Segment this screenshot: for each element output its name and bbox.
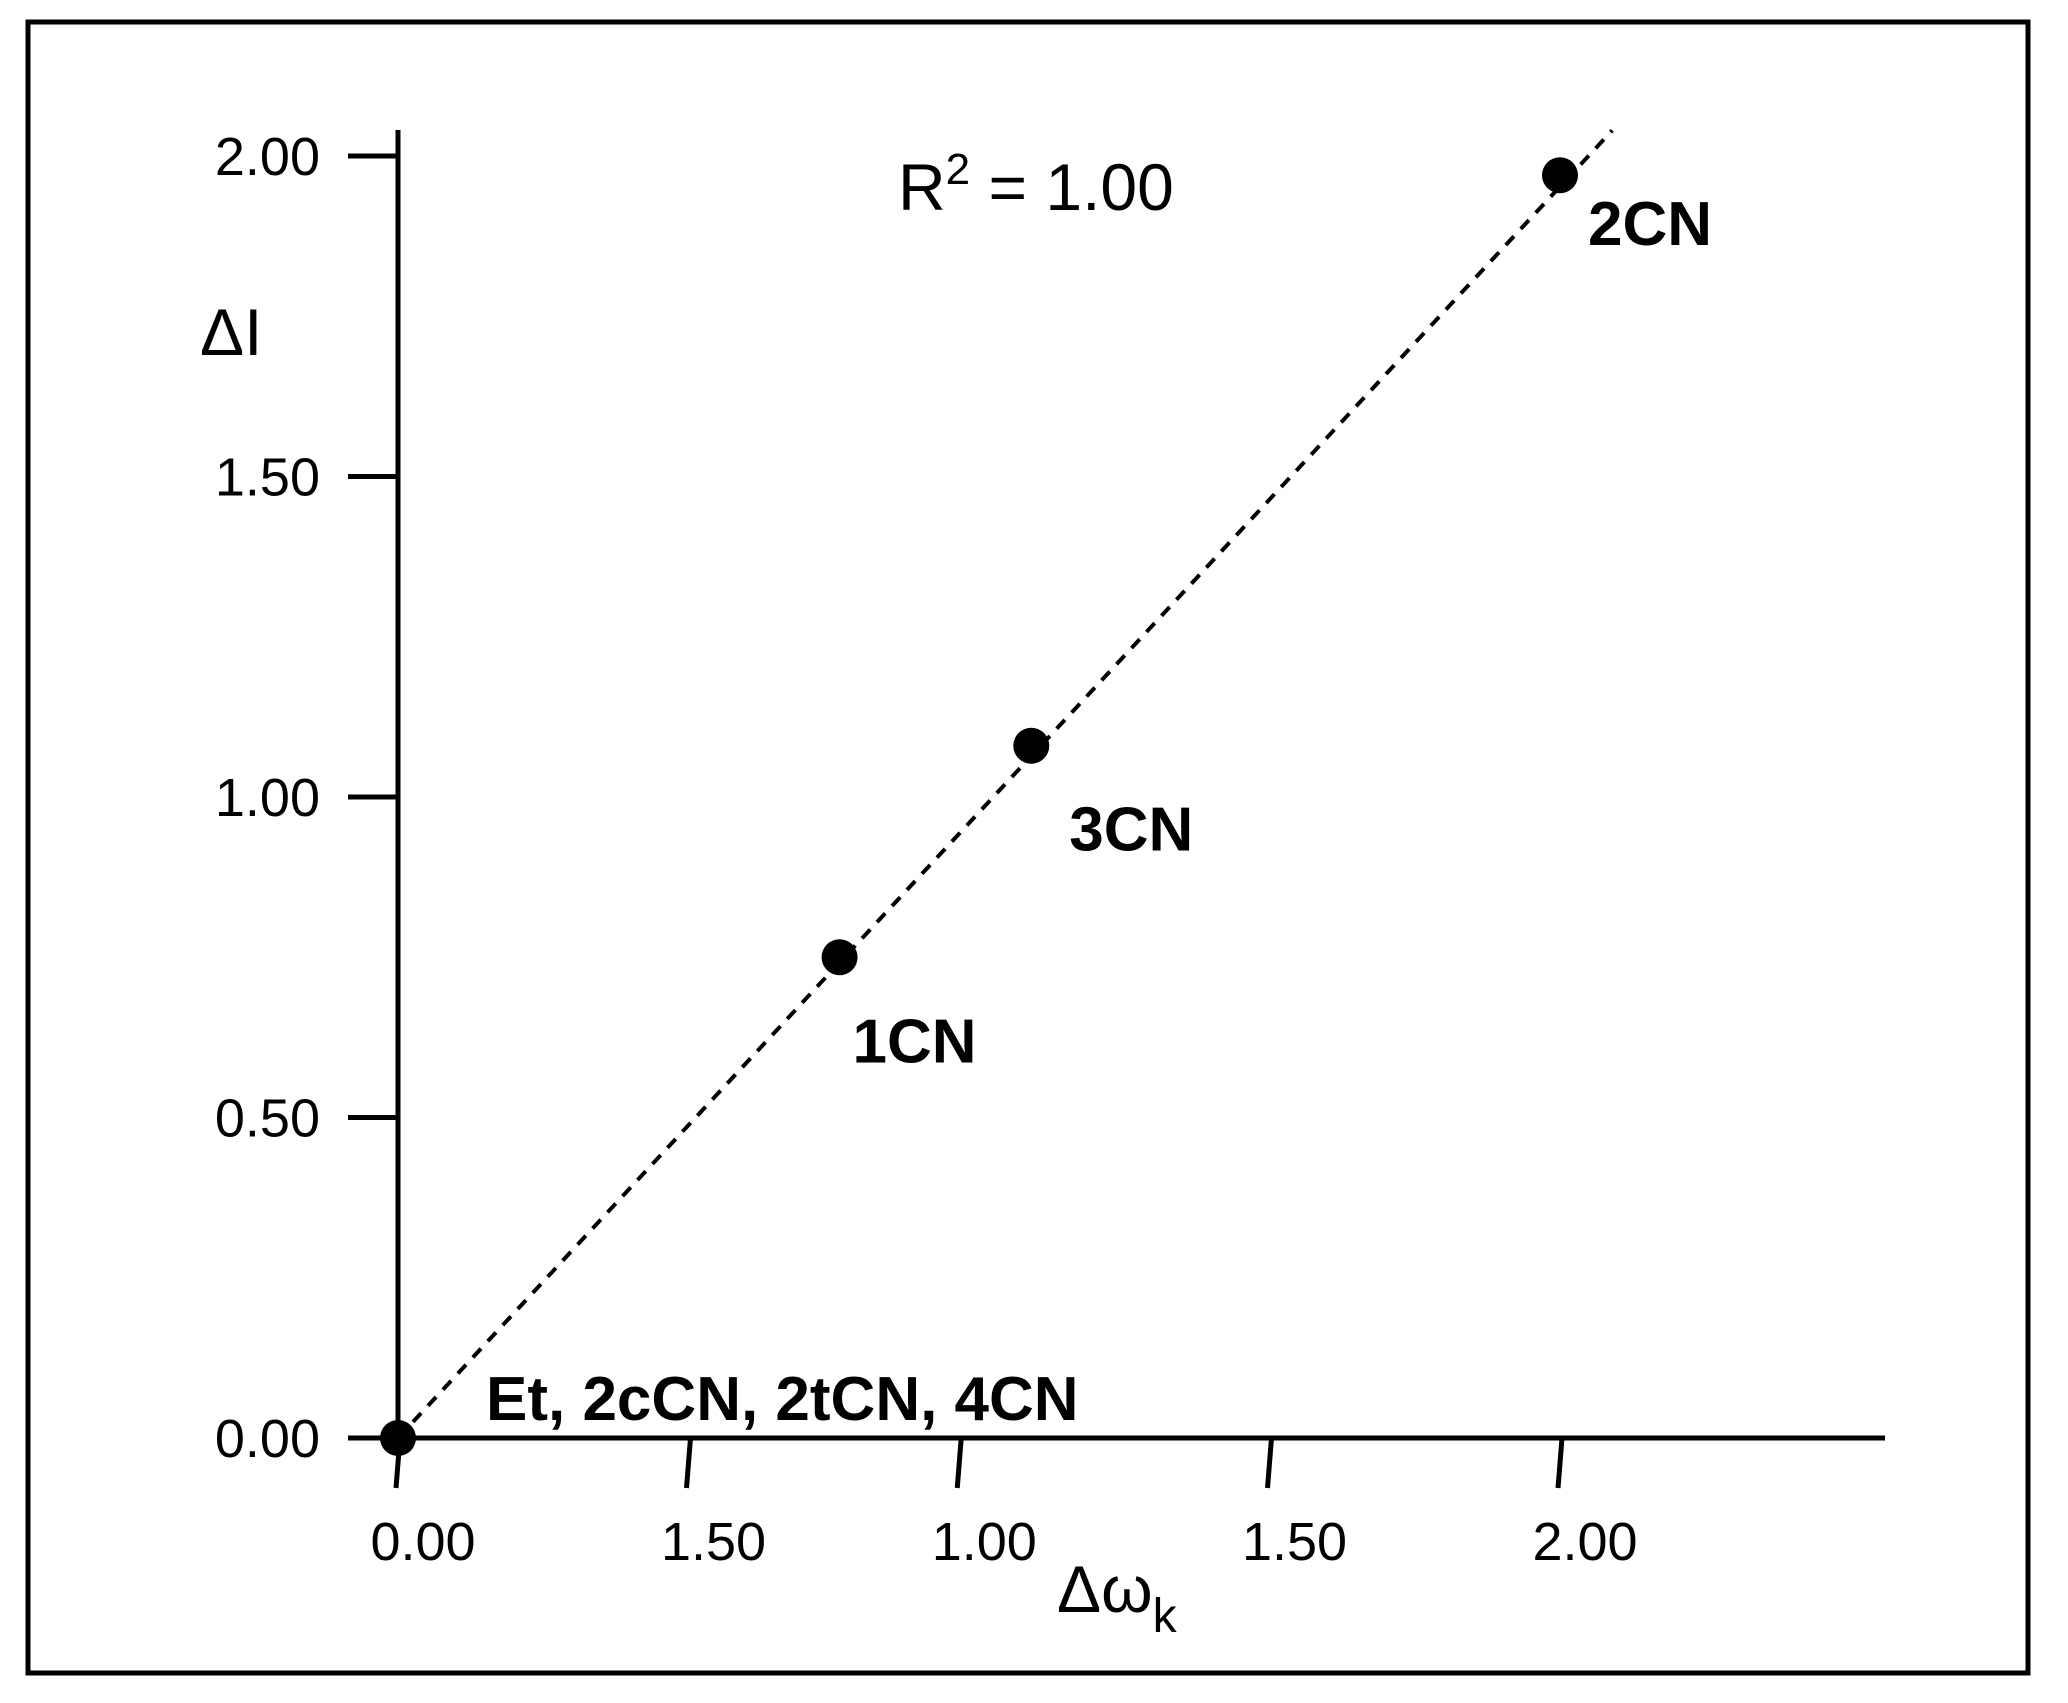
- trendline: [396, 128, 1614, 1440]
- data-point: [1542, 157, 1578, 194]
- x-tick-mark: [1265, 1437, 1274, 1489]
- data-points: Et, 2cCN, 2tCN, 4CN 1CN 3CN 2CN: [380, 157, 1712, 1456]
- x-tick-label: 1.50: [1242, 1512, 1347, 1572]
- r-squared-base: R: [898, 150, 946, 224]
- x-axis-title: Δωk: [1057, 1552, 1178, 1643]
- data-point-label: 1CN: [853, 1007, 977, 1076]
- trendline-path: [396, 128, 1614, 1440]
- r-squared-rest: = 1.00: [970, 150, 1174, 224]
- x-tick-label: 1.00: [932, 1512, 1037, 1572]
- y-tick-label: 0.50: [215, 1089, 320, 1149]
- r-squared-annotation: R2 = 1.00: [898, 145, 1174, 224]
- data-point: [380, 1420, 416, 1456]
- x-tick-label: 0.00: [370, 1512, 475, 1572]
- data-point: [1013, 727, 1050, 764]
- data-point-label: 3CN: [1069, 796, 1193, 865]
- data-point-label: Et, 2cCN, 2tCN, 4CN: [486, 1365, 1079, 1434]
- tick-labels: 0.00 0.50 1.00 1.50 2.00 0.00 1.50 1.00 1.50 2.00: [215, 127, 1638, 1572]
- y-tick-label: 1.00: [215, 768, 320, 828]
- x-tick-label: 2.00: [1532, 1512, 1637, 1572]
- y-axis-title: ΔI: [200, 295, 262, 369]
- x-axis-title-base: Δω: [1057, 1552, 1153, 1626]
- y-tick-label: 1.50: [215, 448, 320, 508]
- y-tick-label: 0.00: [215, 1409, 320, 1469]
- x-tick-mark: [954, 1437, 964, 1489]
- x-axis-title-sub: k: [1153, 1590, 1178, 1643]
- chart-frame: [25, 19, 2031, 1676]
- data-point-label: 2CN: [1588, 190, 1712, 259]
- x-tick-mark: [1555, 1437, 1565, 1489]
- r-squared-sup: 2: [946, 145, 970, 194]
- data-point: [821, 939, 858, 976]
- x-tick-label: 1.50: [661, 1512, 766, 1572]
- y-tick-label: 2.00: [215, 127, 320, 187]
- axes: [348, 130, 1885, 1489]
- x-tick-mark: [684, 1437, 693, 1489]
